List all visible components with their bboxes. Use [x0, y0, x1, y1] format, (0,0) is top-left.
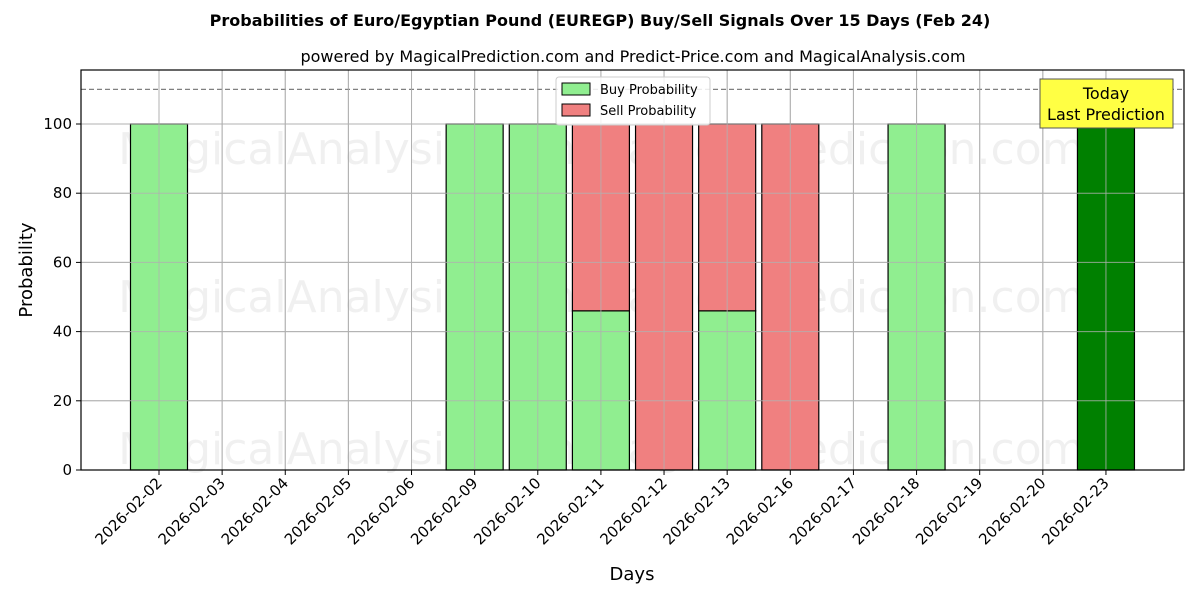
y-axis-ticks: 0 20 40 60 80 100	[43, 115, 81, 479]
y-tick-label: 0	[62, 461, 72, 479]
annotation-box	[1039, 78, 1174, 129]
legend-sell-swatch	[561, 103, 591, 117]
legend-sell-label: Sell Probability	[600, 104, 697, 119]
y-tick-label: 100	[43, 115, 72, 133]
x-tick-label: 2026-02-06	[344, 474, 418, 548]
y-tick-label: 80	[53, 184, 72, 202]
legend-box	[555, 76, 711, 126]
x-tick-label: 2026-02-02	[91, 474, 165, 548]
legend-buy-label: Buy Probability	[600, 83, 698, 98]
x-tick-label: 2026-02-10	[470, 474, 544, 548]
x-tick-label: 2026-02-05	[281, 474, 355, 548]
y-tick-label: 40	[53, 323, 72, 341]
x-tick-label: 2026-02-12	[596, 474, 670, 548]
x-tick-label: 2026-02-03	[155, 474, 229, 548]
plot-frame	[80, 69, 1185, 471]
y-tick-label: 60	[53, 253, 72, 271]
x-tick-label: 2026-02-19	[912, 474, 986, 548]
x-tick-label: 2026-02-11	[533, 474, 607, 548]
x-axis-label: Days	[610, 564, 655, 585]
x-tick-label: 2026-02-18	[849, 474, 923, 548]
chart-subtitle: powered by MagicalPrediction.com and Pre…	[300, 47, 965, 66]
annotation-today: Today	[1082, 84, 1129, 103]
y-axis-label: Probability	[16, 222, 37, 317]
x-tick-label: 2026-02-20	[975, 474, 1049, 548]
y-tick-label: 20	[53, 392, 72, 410]
legend: Buy Probability Sell Probability	[555, 76, 711, 126]
bars	[81, 70, 1184, 471]
x-axis-ticks: 2026-02-022026-02-032026-02-042026-02-05…	[91, 470, 1113, 548]
legend-buy-swatch	[561, 82, 591, 96]
x-tick-label: 2026-02-17	[786, 474, 860, 548]
x-tick-label: 2026-02-04	[218, 474, 292, 548]
annotation-last-prediction: Last Prediction	[1047, 105, 1165, 124]
x-tick-label: 2026-02-16	[723, 474, 797, 548]
chart-title: Probabilities of Euro/Egyptian Pound (EU…	[210, 11, 991, 30]
x-tick-label: 2026-02-23	[1038, 474, 1112, 548]
x-tick-label: 2026-02-09	[407, 474, 481, 548]
x-tick-label: 2026-02-13	[660, 474, 734, 548]
today-annotation: Today Last Prediction	[1039, 78, 1174, 129]
